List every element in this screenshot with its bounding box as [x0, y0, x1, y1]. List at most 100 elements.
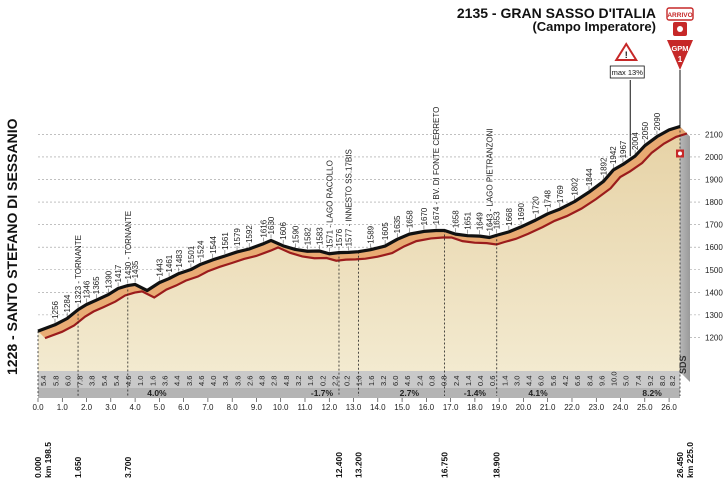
altitude-label: 1430 - TORNANTE: [124, 211, 133, 280]
x-tick-label: 17.0: [443, 403, 459, 412]
x-tick-label: 18.0: [467, 403, 483, 412]
altitude-label: 1802: [570, 177, 579, 195]
segment-gradient: 2.4: [415, 376, 424, 386]
segment-gradient: 8.0: [658, 376, 667, 386]
km-marker-label: 12.400: [334, 452, 344, 478]
y-tick-label: 1700: [705, 221, 723, 230]
altitude-label: 1582: [303, 227, 312, 245]
altitude-label: 1635: [393, 215, 402, 233]
y-tick-label: 1800: [705, 198, 723, 207]
segment-gradient: 3.6: [233, 376, 242, 386]
x-tick-label: 23.0: [588, 403, 604, 412]
segment-gradient: 4.8: [282, 376, 291, 386]
segment-gradient: 5.4: [100, 376, 109, 386]
gradient-row: 5.4 5.8 6.0 7.8 3.8 5.4 5.4 4.6 1.0 1.6 3.6 4.4 3.6 4…: [39, 371, 677, 398]
km-marker-label: 16.750: [440, 452, 450, 478]
altitude-label: 1483: [175, 249, 184, 267]
segment-gradient: 3.6: [160, 376, 169, 386]
segment-gradient: 9.2: [646, 376, 655, 386]
altitude-label: 1589: [367, 225, 376, 243]
altitude-label: 1590: [291, 225, 300, 243]
segment-gradient: 5.4: [112, 376, 121, 386]
altitude-label: 1606: [279, 221, 288, 239]
segment-gradient: 0.4: [476, 376, 485, 386]
arrivo-badge: [666, 7, 694, 21]
segment-gradient: 5.8: [51, 376, 60, 386]
altitude-label: 1417: [114, 264, 123, 282]
segment-gradient: 4.2: [561, 376, 570, 386]
average-gradient: 8.2%: [642, 388, 662, 398]
x-tick-label: 6.0: [178, 403, 190, 412]
profile-side: [680, 126, 690, 382]
segment-gradient: 4.4: [173, 376, 182, 386]
y-tick-label: 2100: [705, 130, 723, 139]
sds-logo: SDS: [678, 355, 688, 374]
y-tick-label: 1400: [705, 288, 723, 297]
segment-gradient: 4.6: [403, 376, 412, 386]
altitude-label: 1967: [619, 140, 628, 158]
max-gradient-box: [609, 65, 645, 79]
segment-gradient: 2.2: [330, 376, 339, 386]
finish-marker-dot: [678, 151, 682, 156]
segment-gradient: 6.6: [573, 376, 582, 386]
altitude-label: 1592: [245, 225, 254, 243]
altitude-label: 1670: [420, 207, 429, 225]
finish-title-line1: 2135 - GRAN SASSO D'ITALIA: [456, 5, 656, 21]
altitude-label: 1643 - LAGO PIETRANZONI: [485, 128, 494, 231]
avg-gradient-band: [38, 388, 680, 398]
altitude-label: 1892: [600, 157, 609, 175]
segment-gradient: 1.6: [367, 376, 376, 386]
segment-gradient: 6.0: [391, 376, 400, 386]
segment-gradient: 3.6: [185, 376, 194, 386]
km-marker-sublabel: km 225.0: [685, 442, 695, 478]
y-tick-label: 2000: [705, 153, 723, 162]
altitude-label: 2090: [653, 112, 662, 130]
segment-gradient: 0.2: [318, 376, 327, 386]
segment-gradient: 7.4: [634, 376, 643, 386]
altitude-label: 1435: [131, 260, 140, 278]
altitude-label: 1576: [335, 228, 344, 246]
gradient-band: [38, 371, 680, 389]
x-tick-label: 9.0: [251, 403, 263, 412]
km-marker-label: 0.000: [33, 456, 43, 478]
profile-area: [38, 126, 680, 372]
x-tick-label: 16.0: [419, 403, 435, 412]
finish-icons: SDS max 13%! ARRIVO GPM 1: [609, 7, 694, 374]
x-tick-label: 14.0: [370, 403, 386, 412]
segment-gradient: 4.8: [258, 376, 267, 386]
segment-gradient: 8.4: [585, 376, 594, 386]
x-tick-label: 1.0: [57, 403, 69, 412]
average-gradient: -1.4%: [464, 388, 487, 398]
x-tick-label: 12.0: [321, 403, 337, 412]
segment-gradient: 3.2: [294, 376, 303, 386]
altitude-label: 1748: [544, 189, 553, 207]
altitude-label: 1561: [221, 232, 230, 250]
segment-gradient: 1.0: [136, 376, 145, 386]
km-marker-label: 26.450: [675, 452, 685, 478]
y-tick-label: 1600: [705, 243, 723, 252]
altitude-label: 1844: [585, 168, 594, 186]
x-tick-label: 22.0: [564, 403, 580, 412]
road-line: [37, 124, 681, 333]
segment-gradient: 0.2: [343, 376, 352, 386]
y-tick-label: 1200: [705, 333, 723, 342]
altitude-label: 1769: [556, 185, 565, 203]
gpm-label: GPM: [671, 44, 688, 53]
gpm-category: 1: [678, 55, 683, 64]
y-tick-label: 1300: [705, 311, 723, 320]
segment-gradient: 1.6: [306, 376, 315, 386]
warning-icon-mark: !: [625, 50, 628, 60]
x-tick-label: 19.0: [491, 403, 507, 412]
segment-gradient: 4.6: [124, 376, 133, 386]
segment-gradient: 6.0: [63, 376, 72, 386]
km-marker-lines: [37, 126, 681, 396]
x-tick-label: 8.0: [227, 403, 239, 412]
x-tick-label: 21.0: [540, 403, 556, 412]
road-path: [37, 124, 681, 333]
altitude-label: 1616: [260, 219, 269, 237]
altitude-label: 1583: [316, 227, 325, 245]
y-tick-label: 1500: [705, 266, 723, 275]
x-tick-label: 11.0: [298, 403, 314, 412]
segment-gradient: 3.4: [221, 376, 230, 386]
x-tick-label: 24.0: [613, 403, 629, 412]
